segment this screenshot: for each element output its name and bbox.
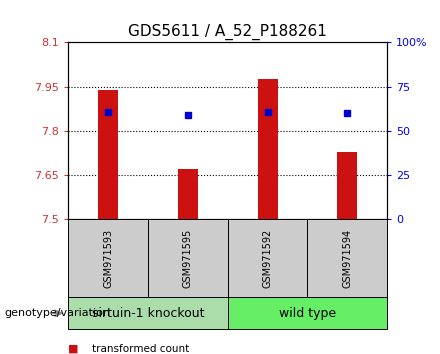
Bar xyxy=(98,90,118,219)
Bar xyxy=(68,297,228,329)
Text: transformed count: transformed count xyxy=(92,344,190,354)
Bar xyxy=(178,169,198,219)
Title: GDS5611 / A_52_P188261: GDS5611 / A_52_P188261 xyxy=(128,23,327,40)
Text: GSM971594: GSM971594 xyxy=(342,229,352,288)
Text: GSM971595: GSM971595 xyxy=(183,229,193,288)
Bar xyxy=(337,152,357,219)
Bar xyxy=(228,219,308,297)
Bar xyxy=(68,219,148,297)
Text: genotype/variation: genotype/variation xyxy=(4,308,110,318)
Text: wild type: wild type xyxy=(279,307,336,320)
Text: sirtuin-1 knockout: sirtuin-1 knockout xyxy=(92,307,204,320)
Text: ■: ■ xyxy=(68,344,79,354)
Text: GSM971592: GSM971592 xyxy=(263,229,272,288)
Bar xyxy=(228,297,387,329)
Text: GSM971593: GSM971593 xyxy=(103,229,113,288)
Bar xyxy=(148,219,228,297)
Bar xyxy=(257,79,278,219)
Bar xyxy=(308,219,387,297)
